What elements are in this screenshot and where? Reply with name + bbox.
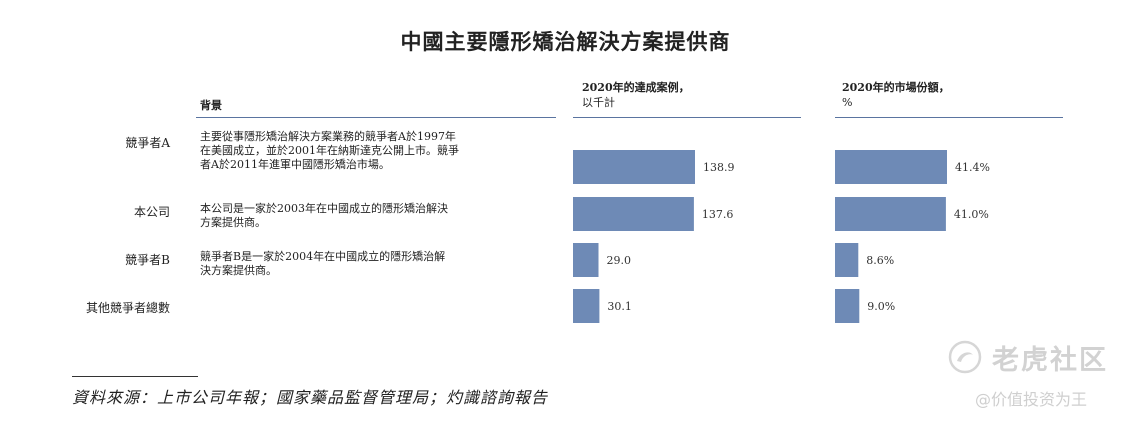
bar-cases-0 bbox=[573, 150, 695, 184]
bar-label-share-2: 8.6% bbox=[866, 254, 894, 267]
watermark-name: 老虎社区 bbox=[992, 345, 1108, 376]
bar-share-2 bbox=[835, 243, 859, 277]
chart-title: 中國主要隱形矯治解決方案提供商 bbox=[400, 29, 731, 54]
tiger-swirl-icon bbox=[948, 340, 982, 374]
header-share-unit: % bbox=[842, 96, 853, 109]
bar-cases-3 bbox=[573, 289, 600, 323]
bar-label-cases-3: 30.1 bbox=[607, 300, 632, 313]
bar-share-1 bbox=[835, 197, 946, 231]
bar-label-cases-2: 29.0 bbox=[607, 254, 632, 267]
source-note: 資料來源：上市公司年報；國家藥品監督管理局；灼識諮詢報告 bbox=[72, 388, 549, 407]
bar-label-cases-0: 138.9 bbox=[703, 161, 735, 174]
header-background: 背景 bbox=[200, 99, 222, 112]
row-desc-company: 本公司是一家於2003年在中國成立的隱形矯治解決方案提供商。 bbox=[200, 202, 448, 229]
bar-share-0 bbox=[835, 150, 947, 184]
row-label-competitor-b: 競爭者B bbox=[125, 253, 170, 267]
bar-cases-1 bbox=[573, 197, 694, 231]
header-rule-share bbox=[835, 117, 1063, 118]
bar-label-share-3: 9.0% bbox=[867, 300, 895, 313]
bar-cases-2 bbox=[573, 243, 599, 277]
row-label-others: 其他競爭者總數 bbox=[85, 301, 170, 315]
row-label-competitor-a: 競爭者A bbox=[125, 136, 170, 150]
bar-label-cases-1: 137.6 bbox=[702, 208, 734, 221]
header-share: 2020年的市場份額， % bbox=[842, 80, 950, 110]
bar-label-share-1: 41.0% bbox=[954, 208, 989, 221]
header-rule-cases bbox=[573, 117, 801, 118]
header-cases-unit: 以千計 bbox=[582, 96, 615, 109]
row-desc-competitor-b: 競爭者B是一家於2004年在中國成立的隱形矯治解決方案提供商。 bbox=[200, 250, 446, 277]
header-cases: 2020年的達成案例， 以千計 bbox=[582, 80, 690, 110]
watermark-tag: @价值投资为王 bbox=[975, 390, 1088, 409]
header-share-title: 2020年的市場份額， bbox=[842, 81, 950, 94]
row-label-company: 本公司 bbox=[133, 205, 170, 219]
source-rule bbox=[72, 376, 198, 377]
row-desc-competitor-a: 主要從事隱形矯治解決方案業務的競爭者A於1997年在美國成立，並於2001年在納… bbox=[200, 130, 459, 171]
header-rule-background bbox=[196, 117, 556, 118]
bar-label-share-0: 41.4% bbox=[955, 161, 990, 174]
header-cases-title: 2020年的達成案例， bbox=[582, 81, 690, 94]
bar-share-3 bbox=[835, 289, 860, 323]
